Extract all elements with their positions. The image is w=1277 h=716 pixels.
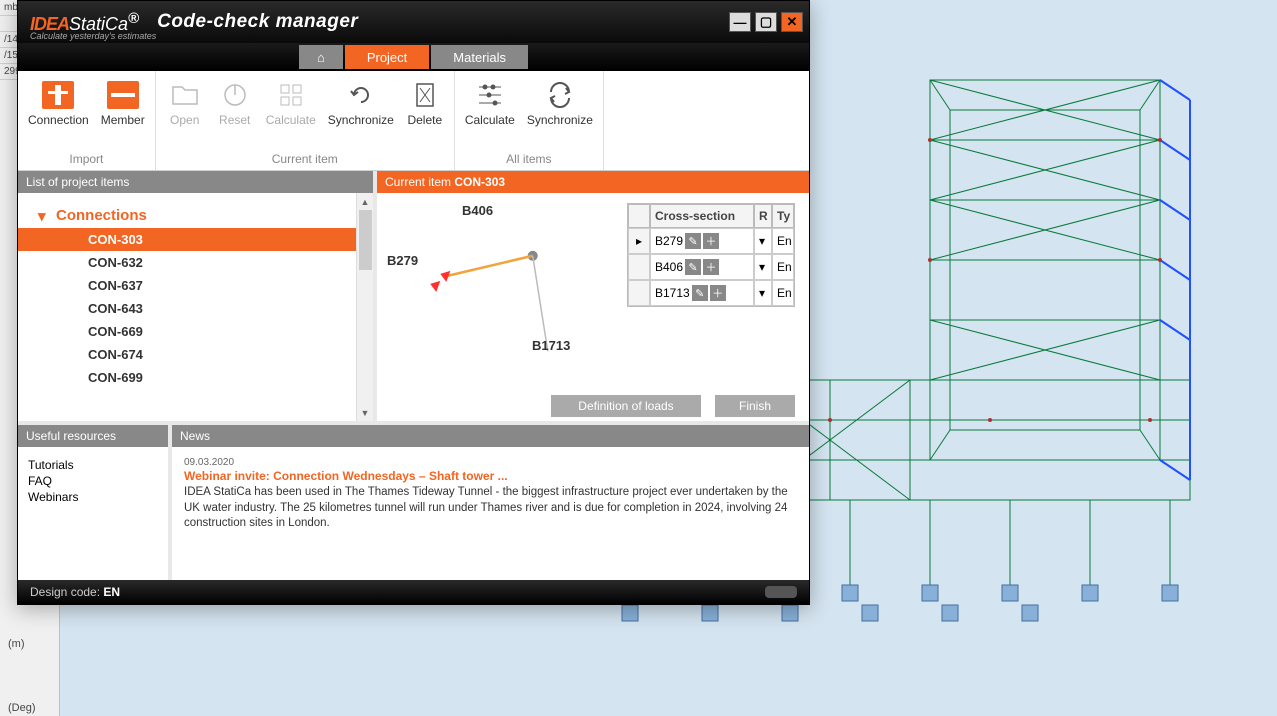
open-button[interactable]: Open — [160, 77, 210, 148]
edit-icon[interactable]: ✎ — [685, 259, 701, 275]
cs-row[interactable]: B406✎＋▾En — [628, 254, 794, 280]
news-title[interactable]: Webinar invite: Connection Wednesdays – … — [184, 469, 797, 483]
calculate-all-button[interactable]: Calculate — [459, 77, 521, 148]
viz-label-b406: B406 — [462, 203, 493, 218]
news-header: News — [172, 425, 809, 447]
current-item-header: Current item CON-303 — [377, 171, 809, 193]
add-icon[interactable]: ＋ — [703, 233, 719, 249]
edit-icon[interactable]: ✎ — [685, 233, 701, 249]
group-current-label: Current item — [160, 148, 450, 170]
close-button[interactable]: ✕ — [781, 12, 803, 32]
finish-button[interactable]: Finish — [715, 395, 795, 417]
app-slogan: Calculate yesterday's estimates — [30, 31, 156, 41]
status-bar: Design code: EN — [18, 580, 809, 604]
ribbon: Connection Member Import Open Reset Calc… — [18, 71, 809, 171]
reset-button[interactable]: Reset — [210, 77, 260, 148]
cs-header-r: R — [754, 204, 772, 228]
folder-icon — [169, 79, 201, 111]
power-icon — [219, 79, 251, 111]
title-bar[interactable]: IDEAStatiCa® Code-check manager Calculat… — [18, 1, 809, 43]
project-items-panel: List of project items Connections CON-30… — [18, 171, 373, 421]
calculate-button[interactable]: Calculate — [260, 77, 322, 148]
tab-home[interactable]: ⌂ — [299, 45, 343, 69]
member-icon — [107, 81, 139, 109]
tree-item-con-643[interactable]: CON-643 — [18, 297, 373, 320]
sync-all-icon — [544, 79, 576, 111]
tree-item-con-699[interactable]: CON-699 — [18, 366, 373, 389]
tree-item-con-303[interactable]: CON-303 — [18, 228, 373, 251]
synchronize-button[interactable]: Synchronize — [322, 77, 400, 148]
minimize-button[interactable]: — — [729, 12, 751, 32]
tree-root-connections[interactable]: Connections — [18, 203, 373, 228]
tab-bar: ⌂ Project Materials — [18, 43, 809, 71]
connection-viz[interactable]: B406 B279 B1713 Cross-section R Ty ▸B279… — [377, 193, 809, 389]
connection-button[interactable]: Connection — [22, 77, 95, 148]
cross-section-table: Cross-section R Ty ▸B279✎＋▾EnB406✎＋▾EnB1… — [627, 203, 795, 307]
add-icon[interactable]: ＋ — [710, 285, 726, 301]
tree-item-con-669[interactable]: CON-669 — [18, 320, 373, 343]
resource-link-webinars[interactable]: Webinars — [28, 489, 158, 505]
group-import-label: Import — [22, 148, 151, 170]
viz-label-b1713: B1713 — [532, 338, 570, 353]
cs-header-ty: Ty — [772, 204, 794, 228]
maximize-button[interactable]: ▢ — [755, 12, 777, 32]
member-button[interactable]: Member — [95, 77, 151, 148]
news-date: 09.03.2020 — [184, 457, 797, 468]
design-code-value: EN — [103, 585, 120, 599]
cs-header-cross-section: Cross-section — [650, 204, 754, 228]
abacus-icon — [474, 79, 506, 111]
tab-project[interactable]: Project — [345, 45, 429, 69]
synchronize-all-button[interactable]: Synchronize — [521, 77, 599, 148]
cs-row[interactable]: ▸B279✎＋▾En — [628, 228, 794, 254]
resource-link-faq[interactable]: FAQ — [28, 473, 158, 489]
app-title: Code-check manager — [157, 11, 358, 33]
delete-button[interactable]: Delete — [400, 77, 450, 148]
viz-label-b279: B279 — [387, 253, 418, 268]
news-text: IDEA StatiCa has been used in The Thames… — [184, 485, 797, 532]
app-window: IDEAStatiCa® Code-check manager Calculat… — [17, 0, 810, 605]
resource-link-tutorials[interactable]: Tutorials — [28, 457, 158, 473]
news-panel: News 09.03.2020 Webinar invite: Connecti… — [172, 425, 809, 580]
current-item-panel: Current item CON-303 B406 B279 B1713 — [377, 171, 809, 421]
connection-icon — [42, 81, 74, 109]
tree-scrollbar[interactable]: ▲ ▼ — [356, 193, 373, 421]
definition-of-loads-button[interactable]: Definition of loads — [551, 395, 701, 417]
tree-item-con-637[interactable]: CON-637 — [18, 274, 373, 297]
resources-header: Useful resources — [18, 425, 168, 447]
cs-row[interactable]: B1713✎＋▾En — [628, 280, 794, 306]
resources-panel: Useful resources TutorialsFAQWebinars — [18, 425, 168, 580]
project-items-header: List of project items — [18, 171, 373, 193]
project-tree[interactable]: Connections CON-303CON-632CON-637CON-643… — [18, 193, 373, 421]
group-all-label: All items — [459, 148, 599, 170]
status-icon — [765, 586, 797, 598]
tree-item-con-632[interactable]: CON-632 — [18, 251, 373, 274]
edit-icon[interactable]: ✎ — [692, 285, 708, 301]
tree-item-con-674[interactable]: CON-674 — [18, 343, 373, 366]
add-icon[interactable]: ＋ — [703, 259, 719, 275]
sync-icon — [345, 79, 377, 111]
delete-icon — [409, 79, 441, 111]
tab-materials[interactable]: Materials — [431, 45, 528, 69]
design-code-label: Design code: — [30, 585, 100, 599]
grid-icon — [275, 79, 307, 111]
